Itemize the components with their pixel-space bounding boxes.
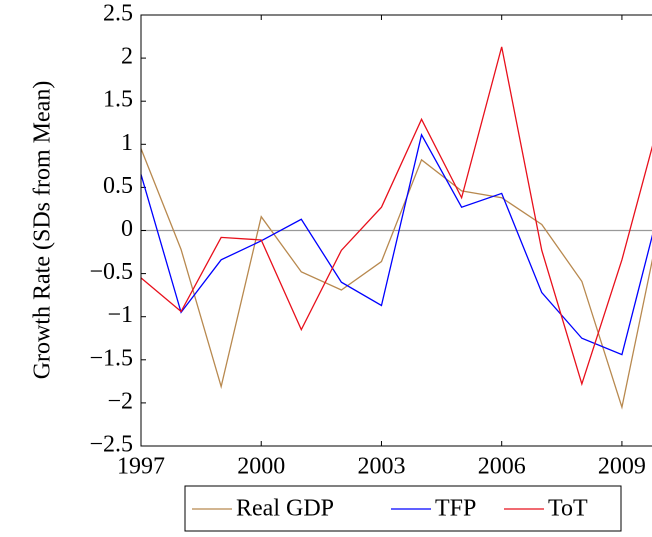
x-tick-label: 1997 [117, 454, 165, 480]
x-tick-label: 2009 [598, 454, 646, 480]
y-tick-label: −1 [107, 302, 133, 328]
y-tick-label: 2 [121, 44, 133, 70]
series-line [140, 148, 652, 410]
y-axis-label: Growth Rate (SDs from Mean) [30, 81, 56, 380]
y-tick-label: 1 [121, 130, 133, 156]
y-tick-label: −2.5 [89, 432, 133, 458]
series-line [140, 133, 652, 356]
y-tick-label: 2.5 [103, 1, 133, 27]
legend-label: TFP [435, 496, 476, 522]
x-tick-label: 2000 [237, 454, 285, 480]
y-tick-label: −2 [107, 388, 133, 414]
y-tick-label: −1.5 [89, 345, 133, 371]
series-line [140, 46, 652, 387]
y-tick-label: 0.5 [103, 173, 133, 199]
y-tick-label: 1.5 [103, 87, 133, 113]
x-tick-label: 2003 [357, 454, 405, 480]
y-tick-label: −0.5 [89, 259, 133, 285]
plot-frame [140, 14, 652, 447]
y-tick-label: 0 [121, 216, 133, 242]
x-tick-label: 2006 [478, 454, 526, 480]
legend-label: Real GDP [236, 496, 334, 522]
legend-label: ToT [548, 496, 588, 522]
